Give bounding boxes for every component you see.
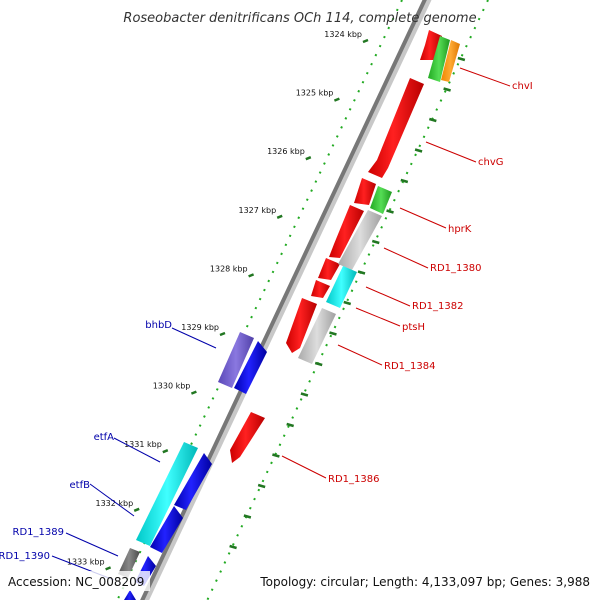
kbp-label: 1330 kbp: [153, 382, 191, 391]
inner-track-tick: [400, 178, 409, 184]
inner-track-tick: [243, 514, 252, 519]
kbp-tick: [248, 273, 255, 278]
gene-RD1-1389-block: [118, 548, 140, 578]
forward-genes: [230, 30, 442, 463]
kbp-label: 1329 kbp: [181, 323, 219, 332]
gene-bhbD-arrow: [234, 341, 267, 394]
backbone: [140, 0, 427, 600]
label-chvI: chvI: [512, 81, 533, 92]
gene-bhbD-block: [218, 332, 254, 388]
label-RD1-1382: RD1_1382: [412, 301, 463, 312]
label-chvG: chvG: [478, 157, 504, 168]
feature-track: [298, 36, 460, 364]
inner-track-tick: [343, 300, 352, 306]
gene-etfB-arrow: [150, 506, 183, 553]
kbp-tick: [162, 449, 169, 454]
inner-track-tick: [414, 148, 423, 153]
kbp-label: 1325 kbp: [296, 89, 334, 98]
feature-orange-1: [441, 40, 460, 82]
reverse-genes: [118, 332, 267, 600]
kbp-ticks: [105, 38, 466, 571]
kbp-label: 1327 kbp: [238, 206, 276, 215]
inner-track-tick: [329, 331, 337, 336]
kbp-label: 1333 kbp: [67, 557, 105, 566]
label-RD1-1380: RD1_1380: [430, 263, 481, 274]
footer-accession-bg: [4, 571, 150, 591]
label-bhbD: bhbD: [145, 320, 172, 331]
inner-track-tick: [428, 117, 437, 123]
inner-track-tick: [229, 544, 237, 550]
inner-track-tick: [272, 453, 280, 458]
inner-track-tick: [314, 361, 323, 367]
label-hprK: hprK: [448, 224, 472, 235]
gene-RD1-1386-arrow: [230, 412, 265, 463]
feature-green-2: [370, 186, 392, 214]
feature-gray-1: [338, 210, 382, 270]
outer-dotted-track: [116, 0, 403, 600]
kbp-labels: 1324 kbp 1325 kbp 1326 kbp 1327 kbp 1328 kbp…: [67, 30, 362, 566]
accession-text: Accession: NC_008209: [8, 575, 144, 589]
gene-etfA-arrow: [174, 453, 212, 510]
kbp-tick: [105, 566, 112, 571]
label-etfB: etfB: [70, 480, 91, 491]
kbp-label: 1328 kbp: [210, 264, 248, 273]
inner-dotted-track: [206, 0, 489, 600]
label-RD1-1389: RD1_1389: [13, 527, 64, 538]
label-RD1-1384: RD1_1384: [384, 361, 435, 372]
backbone-shadow: [141, 0, 432, 600]
inner-track-tick: [300, 392, 309, 397]
kbp-tick: [333, 97, 340, 102]
gene-RD1-1382-arrow: [311, 280, 330, 298]
gene-RD1-1380-arrow: [318, 258, 340, 280]
kbp-label: 1332 kbp: [95, 499, 133, 508]
kbp-label: 1326 kbp: [267, 147, 305, 156]
label-RD1-1386: RD1_1386: [328, 474, 379, 485]
inner-track-tick: [457, 56, 466, 62]
summary-text: Topology: circular; Length: 4,133,097 bp…: [259, 575, 590, 589]
map-title: Roseobacter denitrificans OCh 114, compl…: [123, 11, 476, 26]
gene-etfA-block: [136, 442, 198, 546]
gene-red-small-1: [354, 178, 376, 205]
kbp-tick: [190, 390, 197, 395]
kbp-tick: [276, 214, 283, 219]
kbp-tick: [305, 156, 312, 161]
label-ptsH: ptsH: [402, 322, 425, 333]
inner-track-tick: [443, 87, 451, 92]
gene-ptsH-arrow: [286, 298, 317, 353]
inner-track-tick: [357, 270, 366, 275]
footer-summary-bg: [256, 571, 596, 591]
kbp-tick: [219, 331, 226, 337]
gene-chvG-arrow: [368, 78, 424, 178]
feature-green-1: [428, 36, 450, 82]
label-RD1-1390: RD1_1390: [0, 551, 50, 562]
feature-gray-2: [298, 308, 336, 364]
inner-track-tick: [257, 483, 266, 489]
kbp-tick: [133, 507, 140, 512]
gene-lower-arrow: [124, 590, 136, 600]
gene-hprK-arrow: [329, 205, 364, 258]
label-etfA: etfA: [94, 432, 115, 443]
inner-track-tick: [286, 422, 295, 428]
feature-cyan-1: [326, 266, 357, 308]
inner-track-tick: [371, 239, 380, 245]
inner-track-tick: [386, 209, 394, 214]
kbp-tick: [362, 38, 369, 44]
kbp-label: 1324 kbp: [324, 30, 362, 39]
kbp-label: 1331 kbp: [124, 440, 162, 449]
